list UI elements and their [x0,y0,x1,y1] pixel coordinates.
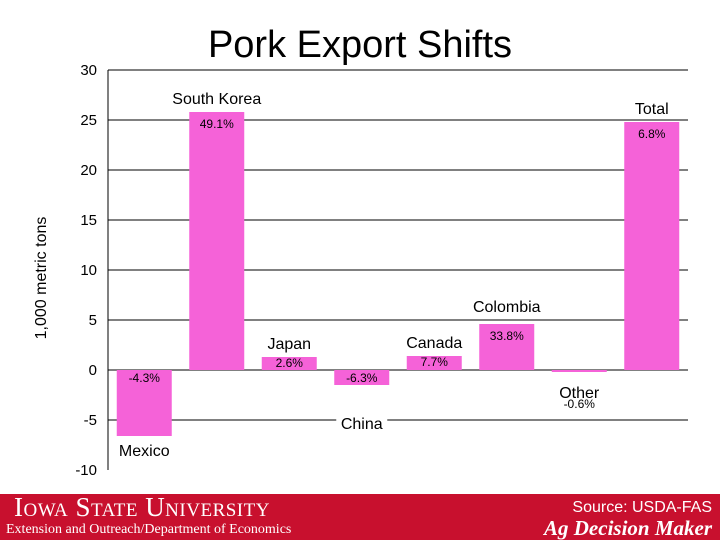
bars [116,112,680,436]
category-label: Other [559,385,600,402]
bar-south-korea [189,112,245,370]
footer-band [0,494,720,540]
bar-total [624,122,680,370]
bar-japan [261,357,317,370]
percent-change-label: 7.7% [421,355,449,369]
bar-colombia [479,324,535,370]
y-tick-label: 15 [80,212,97,229]
y-tick-label: 25 [80,112,97,129]
category-label-bg [114,440,175,460]
source-note: Source: USDA-FAS [572,499,712,516]
percent-change-label: 6.8% [638,127,666,141]
category-label: Japan [267,336,311,353]
y-tick-label: 20 [80,162,97,179]
bar-mexico [116,370,172,436]
bar-canada [406,356,462,370]
percent-change-label: 49.1% [200,117,234,131]
category-label: Canada [406,335,462,352]
percent-change-label: -6.3% [346,371,378,385]
y-tick-label: 30 [80,62,97,79]
bar-chart: -10 -5 0 5 10 15 20 25 30 Mexico -4.3% South Korea… [33,62,688,479]
percent-change-label: 33.8% [490,329,524,343]
category-label: China [341,416,383,433]
y-tick-label: -5 [84,412,97,429]
category-label-bg [553,382,605,402]
y-tick-label: 10 [80,262,97,279]
category-label: Colombia [473,299,541,316]
y-tick-label: 5 [89,312,97,329]
y-tick-label: 0 [89,362,97,379]
y-axis: -10 -5 0 5 10 15 20 25 30 [75,62,109,479]
y-axis-title: 1,000 metric tons [33,217,50,340]
category-label: South Korea [172,91,261,108]
category-label-bg [164,88,270,108]
bar-other [551,370,607,372]
category-label-bg [404,332,465,352]
ag-decision-maker-logo-text: Ag Decision Maker [544,516,712,540]
y-tick-label: -10 [75,462,97,479]
percent-change-label: 2.6% [276,356,304,370]
data-labels: Mexico -4.3% South Korea 49.1% Japan 2.6% Chin… [114,88,678,460]
slide-title: Pork Export Shifts [207,24,513,66]
category-label-bg [626,98,678,118]
percent-change-label: -0.6% [564,397,596,411]
category-label-bg [263,333,315,353]
percent-change-label: -4.3% [129,371,161,385]
category-label-bg [336,413,388,433]
department-text: Extension and Outreach/Department of Eco… [6,522,292,537]
bar-china [334,370,390,385]
category-label-bg [467,296,546,316]
university-logo-text: Iowa State University [14,492,270,522]
category-label: Mexico [119,443,170,460]
category-label: Total [635,101,669,118]
